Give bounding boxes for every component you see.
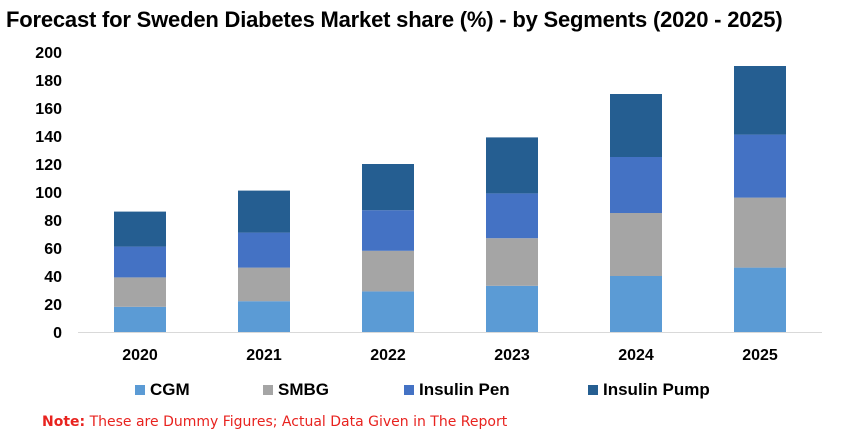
bar-segment-cgm [362,291,414,332]
y-tick-label: 140 [35,129,62,146]
note-label: Note: [42,414,86,430]
bar-segment-insulin-pen [238,232,290,268]
bar-segment-cgm [238,301,290,332]
bar-segment-insulin-pump [114,211,166,247]
legend-item-cgm: CGM [135,377,190,403]
y-tick-label: 80 [44,213,62,230]
legend-label-insulin-pump: Insulin Pump [603,380,710,399]
y-tick-label: 20 [44,297,62,314]
bar-segment-insulin-pen [610,157,662,213]
legend: CGM SMBG Insulin Pen Insulin Pump [0,377,859,403]
bar-segment-cgm [114,306,166,332]
y-tick-label: 40 [44,269,62,286]
legend-swatch-insulin-pen [404,385,414,395]
y-tick-label: 60 [44,241,62,258]
note-text: These are Dummy Figures; Actual Data Giv… [89,414,508,430]
y-tick-label: 160 [35,101,62,118]
legend-item-insulin-pump: Insulin Pump [588,377,710,403]
bar-segment-insulin-pump [610,94,662,157]
bar-segment-smbg [734,197,786,268]
footnote: Note: These are Dummy Figures; Actual Da… [42,414,507,430]
bar-segment-cgm [734,267,786,332]
bar-segment-insulin-pen [114,246,166,278]
x-tick-label: 2020 [122,347,158,364]
bar-segment-insulin-pen [362,210,414,251]
legend-swatch-cgm [135,385,145,395]
bar-segment-insulin-pump [486,137,538,194]
legend-label-smbg: SMBG [278,380,329,399]
y-tick-label: 200 [35,45,62,62]
bar-segment-smbg [610,213,662,276]
bar-segment-insulin-pen [486,193,538,239]
y-tick-label: 0 [53,325,62,342]
bar-segment-smbg [114,277,166,307]
x-tick-label: 2021 [246,347,282,364]
bar-segment-cgm [486,285,538,332]
bar-segment-insulin-pump [362,164,414,211]
chart-title: Forecast for Sweden Diabetes Market shar… [6,7,783,32]
x-tick-label: 2023 [494,347,530,364]
legend-swatch-insulin-pump [588,385,598,395]
legend-label-cgm: CGM [150,380,190,399]
bar-segment-smbg [238,267,290,302]
legend-item-insulin-pen: Insulin Pen [404,377,510,403]
legend-item-smbg: SMBG [263,377,329,403]
bar-segment-insulin-pump [734,66,786,135]
y-tick-label: 120 [35,157,62,174]
bar-segment-insulin-pump [238,190,290,233]
legend-label-insulin-pen: Insulin Pen [419,380,510,399]
bar-segment-cgm [610,276,662,332]
y-tick-label: 180 [35,73,62,90]
bar-segment-insulin-pen [734,134,786,198]
x-tick-label: 2025 [742,347,778,364]
x-tick-label: 2024 [618,347,654,364]
legend-swatch-smbg [263,385,273,395]
y-tick-label: 100 [35,185,62,202]
x-tick-label: 2022 [370,347,406,364]
bar-segment-smbg [362,250,414,292]
bar-segment-smbg [486,238,538,286]
